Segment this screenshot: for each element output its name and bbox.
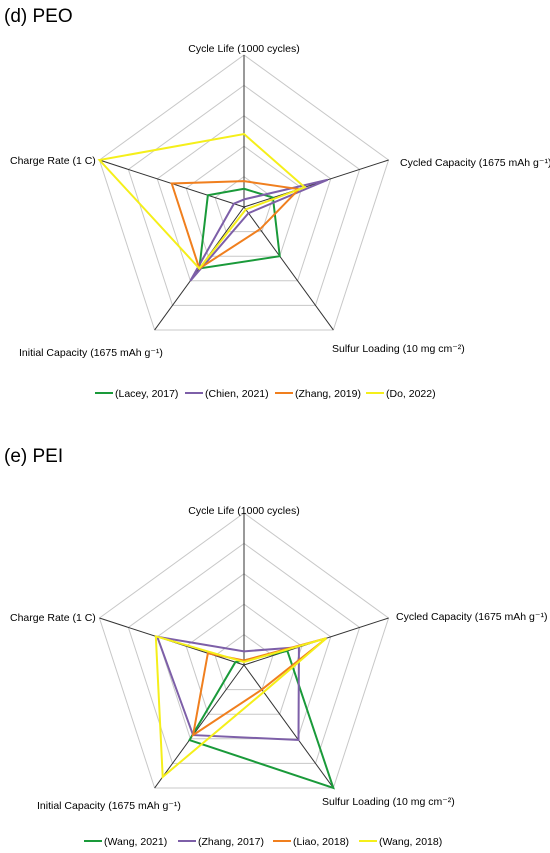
legend-label: (Liao, 2018) — [293, 836, 349, 848]
legend-label: (Zhang, 2017) — [198, 836, 264, 848]
radar-chart-pei: Cycle Life (1000 cycles) Cycled Capacity … — [10, 505, 547, 848]
grid-ring — [156, 573, 332, 740]
axis-spoke — [243, 159, 389, 208]
legend-label: (Do, 2022) — [386, 388, 436, 400]
series-line — [198, 187, 281, 270]
grid-ring — [185, 603, 303, 715]
axis-label: Initial Capacity (1675 mAh g⁻¹) — [37, 800, 181, 812]
radar-chart-peo: Cycle Life (1000 cycles) Cycled Capacity … — [10, 43, 550, 400]
axis-label: Charge Rate (1 C) — [10, 155, 96, 167]
legend: (Wang, 2021) (Zhang, 2017) (Liao, 2018) (Wa… — [84, 836, 442, 848]
chart-title-peo: (d) PEO — [4, 6, 73, 27]
axis-spoke — [154, 664, 245, 789]
legend-label: (Chien, 2021) — [205, 388, 269, 400]
grid-ring — [98, 512, 390, 789]
series-line — [154, 634, 328, 779]
axis-spoke — [243, 206, 334, 331]
legend-label: (Wang, 2018) — [379, 836, 442, 848]
axis-label: Cycle Life (1000 cycles) — [188, 43, 299, 55]
series-line — [188, 649, 335, 790]
legend-label: (Lacey, 2017) — [115, 388, 178, 400]
series-line — [189, 178, 329, 282]
series-line — [97, 132, 307, 271]
legend: (Lacey, 2017) (Chien, 2021) (Zhang, 2019) (… — [95, 388, 436, 400]
radar-grid — [98, 512, 390, 789]
axis-label: Sulfur Loading (10 mg cm⁻²) — [332, 343, 465, 355]
axis-label: Cycled Capacity (1675 mAh g⁻¹) — [400, 157, 550, 169]
axis-label: Cycled Capacity (1675 mAh g⁻¹) — [396, 611, 547, 623]
chart-title-pei: (e) PEI — [4, 446, 64, 467]
legend-label: (Wang, 2021) — [104, 836, 167, 848]
grid-ring — [214, 633, 274, 691]
axis-label: Cycle Life (1000 cycles) — [188, 505, 299, 517]
grid-ring — [127, 542, 361, 764]
grid-ring — [156, 115, 332, 282]
radar-grid — [98, 54, 390, 331]
grid-ring — [127, 84, 361, 306]
axis-label: Initial Capacity (1675 mAh g⁻¹) — [19, 347, 163, 359]
legend-label: (Zhang, 2019) — [295, 388, 361, 400]
grid-ring — [185, 145, 303, 257]
grid-ring — [98, 54, 390, 331]
series-line — [170, 180, 302, 271]
axis-label: Sulfur Loading (10 mg cm⁻²) — [322, 796, 455, 808]
axis-label: Charge Rate (1 C) — [10, 612, 96, 624]
axis-spoke — [243, 664, 334, 789]
